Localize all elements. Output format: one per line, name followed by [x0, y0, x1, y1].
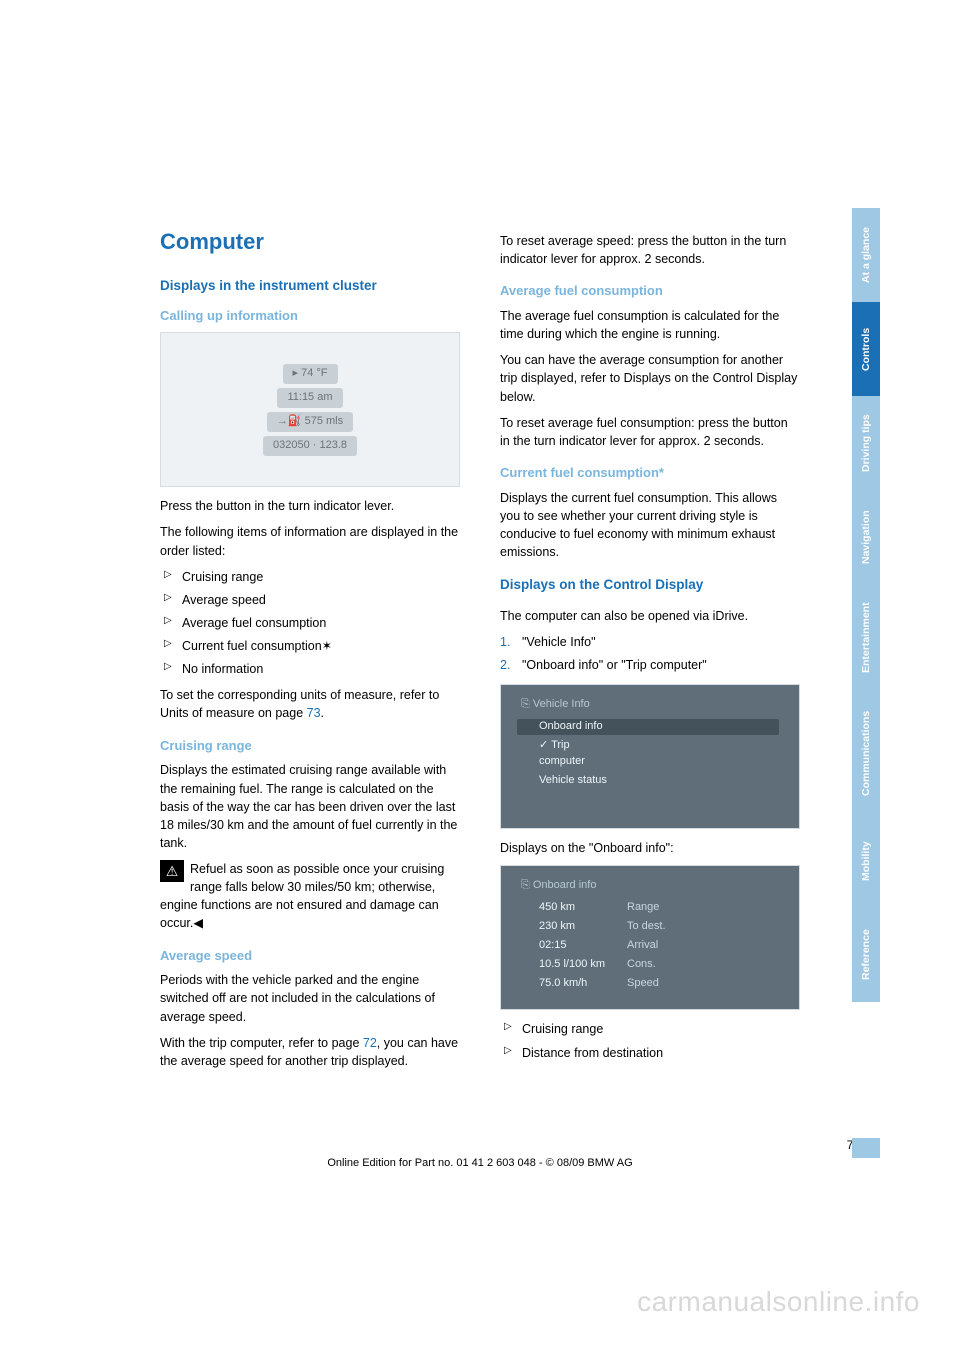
page-title: Computer [160, 226, 460, 258]
side-tab[interactable]: Entertainment [852, 584, 880, 692]
dash-temp: ▸ 74 °F [283, 364, 338, 384]
paragraph: The average fuel consumption is calculat… [500, 307, 800, 343]
list-item: 1."Vehicle Info" [500, 633, 800, 651]
paragraph: The following items of information are d… [160, 523, 460, 559]
watermark: carmanualsonline.info [637, 1286, 920, 1318]
page-number-block [852, 1138, 880, 1158]
footer-text: Online Edition for Part no. 01 41 2 603 … [160, 1157, 800, 1169]
screen-row: 10.5 l/100 kmCons. [521, 957, 779, 973]
paragraph: You can have the average consumption for… [500, 351, 800, 405]
warning-paragraph: ⚠ Refuel as soon as possible once your c… [160, 860, 460, 933]
dashboard-image: ▸ 74 °F 11:15 am →⛽ 575 mls 032050 · 123… [160, 332, 460, 487]
side-tabs: At a glanceControlsDriving tipsNavigatio… [852, 208, 880, 1002]
subheading-cruising-range: Cruising range [160, 737, 460, 756]
screen-row: 02:15Arrival [521, 938, 779, 954]
paragraph: Displays the estimated cruising range av… [160, 761, 460, 852]
section-heading-control-display: Displays on the Control Display [500, 575, 800, 595]
list-item: Average speed [160, 591, 460, 609]
side-tab[interactable]: Controls [852, 302, 880, 396]
subheading-average-speed: Average speed [160, 947, 460, 966]
idrive-steps: 1."Vehicle Info" 2."Onboard info" or "Tr… [500, 633, 800, 674]
subheading-avg-fuel: Average fuel consumption [500, 282, 800, 301]
subheading-calling-up: Calling up information [160, 307, 460, 326]
side-tab[interactable]: Navigation [852, 490, 880, 584]
info-list: Cruising range Average speed Average fue… [160, 568, 460, 679]
paragraph: Displays the current fuel consumption. T… [500, 489, 800, 562]
left-column: Computer Displays in the instrument clus… [160, 226, 460, 1078]
side-tab[interactable]: At a glance [852, 208, 880, 302]
screen-row: 450 kmRange [521, 900, 779, 916]
list-item: Cruising range [160, 568, 460, 586]
paragraph: To reset average fuel consumption: press… [500, 414, 800, 450]
screen-row: 230 kmTo dest. [521, 919, 779, 935]
list-item: Distance from destination [500, 1044, 800, 1062]
paragraph: Press the button in the turn indicator l… [160, 497, 460, 515]
right-column: To reset average speed: press the button… [500, 226, 800, 1070]
list-item: No information [160, 660, 460, 678]
onboard-info-list: Cruising range Distance from destination [500, 1020, 800, 1061]
list-item: Average fuel consumption [160, 614, 460, 632]
screen-row: Onboard info [517, 719, 779, 735]
screen-row: ✓ Trip computer [521, 738, 779, 770]
subheading-current-fuel: Current fuel consumption* [500, 464, 800, 483]
side-tab[interactable]: Communications [852, 692, 880, 814]
paragraph: Periods with the vehicle parked and the … [160, 971, 460, 1025]
dash-time: 11:15 am [277, 388, 342, 408]
screen-row: Vehicle status [521, 773, 779, 789]
list-item: Current fuel consumption✶ [160, 637, 460, 655]
section-heading-displays: Displays in the instrument cluster [160, 276, 460, 296]
dash-range: →⛽ 575 mls [267, 412, 353, 432]
paragraph: With the trip computer, refer to page 72… [160, 1034, 460, 1070]
page-content: Computer Displays in the instrument clus… [160, 226, 800, 1078]
page-link-73[interactable]: 73 [307, 706, 321, 720]
side-tab[interactable]: Driving tips [852, 396, 880, 490]
paragraph: Displays on the "Onboard info": [500, 839, 800, 857]
side-tab[interactable]: Mobility [852, 814, 880, 908]
warning-icon: ⚠ [160, 860, 184, 882]
list-item: 2."Onboard info" or "Trip computer" [500, 656, 800, 674]
idrive-screen-onboard-info: ⎘ Onboard info 450 kmRange 230 kmTo dest… [500, 865, 800, 1010]
side-tab[interactable]: Reference [852, 908, 880, 1002]
paragraph: The computer can also be opened via iDri… [500, 607, 800, 625]
dash-odo: 032050 · 123.8 [263, 436, 357, 456]
paragraph: To set the corresponding units of measur… [160, 686, 460, 722]
page-link-72[interactable]: 72 [363, 1036, 377, 1050]
screen-row: 75.0 km/hSpeed [521, 976, 779, 992]
paragraph: To reset average speed: press the button… [500, 232, 800, 268]
idrive-screen-vehicle-info: ⎘ Vehicle Info Onboard info ✓ Trip compu… [500, 684, 800, 829]
list-item: Cruising range [500, 1020, 800, 1038]
